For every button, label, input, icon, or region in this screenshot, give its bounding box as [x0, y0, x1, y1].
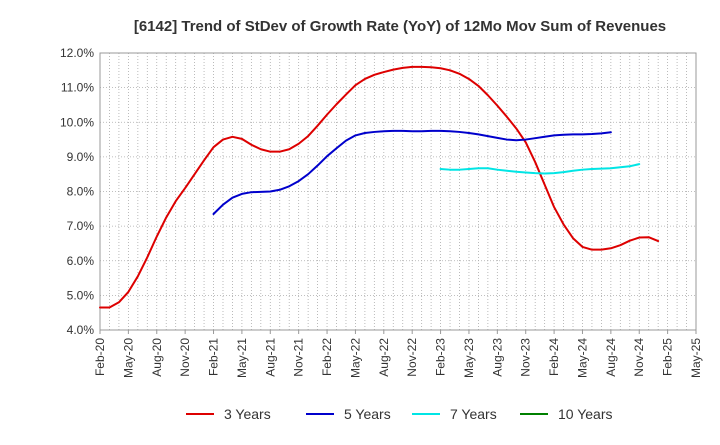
- y-tick-label: 7.0%: [67, 219, 95, 233]
- x-tick-label: May-22: [348, 338, 362, 378]
- x-tick-label: Nov-23: [519, 338, 533, 377]
- x-tick-label: Nov-22: [405, 338, 419, 377]
- x-tick-label: May-23: [462, 338, 476, 378]
- x-tick-label: Feb-20: [93, 338, 107, 376]
- grid-lines: [99, 52, 697, 331]
- y-tick-label: 12.0%: [60, 46, 94, 60]
- x-tick-label: Feb-25: [661, 338, 675, 376]
- x-tick-label: Feb-22: [320, 338, 334, 376]
- legend: 3 Years 5 Years 7 Years 10 Years: [186, 406, 613, 422]
- x-tick-label: Feb-23: [434, 338, 448, 376]
- legend-label: 10 Years: [558, 406, 613, 422]
- axes: 4.0% 5.0% 6.0% 7.0% 8.0% 9.0% 10.0% 11.0% 12.0% F…: [60, 46, 703, 378]
- y-tick-label: 10.0%: [60, 115, 94, 129]
- x-tick-label: May-20: [121, 338, 135, 378]
- x-tick-label: Aug-22: [377, 338, 391, 377]
- x-tick-label: Feb-24: [547, 338, 561, 376]
- x-tick-label: May-24: [575, 338, 589, 378]
- series-line-5-years: [212, 129, 612, 216]
- legend-label: 7 Years: [450, 406, 497, 422]
- x-tick-label: Aug-24: [604, 338, 618, 377]
- x-tick-label: Feb-21: [207, 338, 221, 376]
- y-tick-label: 6.0%: [67, 254, 95, 268]
- series-lines: [99, 65, 660, 309]
- legend-label: 3 Years: [224, 406, 271, 422]
- y-tick-label: 5.0%: [67, 288, 95, 302]
- y-tick-label: 4.0%: [67, 323, 95, 337]
- chart-title: [6142] Trend of StDev of Growth Rate (Yo…: [134, 18, 666, 35]
- x-tick-label: May-21: [235, 338, 249, 378]
- series-line-7-years: [439, 163, 641, 175]
- x-tick-label: Nov-20: [178, 338, 192, 377]
- y-tick-label: 8.0%: [67, 185, 95, 199]
- plot-area-border: [99, 52, 697, 331]
- x-tick-label: Nov-21: [292, 338, 306, 377]
- x-tick-label: Aug-23: [490, 338, 504, 377]
- y-tick-label: 11.0%: [61, 81, 94, 95]
- y-tick-label: 9.0%: [67, 150, 95, 164]
- x-tick-label: May-25: [689, 338, 703, 378]
- series-line-3-years: [99, 65, 660, 309]
- legend-label: 5 Years: [344, 406, 391, 422]
- x-tick-label: Aug-20: [150, 338, 164, 377]
- x-tick-label: Aug-21: [263, 338, 277, 377]
- x-tick-label: Nov-24: [632, 338, 646, 377]
